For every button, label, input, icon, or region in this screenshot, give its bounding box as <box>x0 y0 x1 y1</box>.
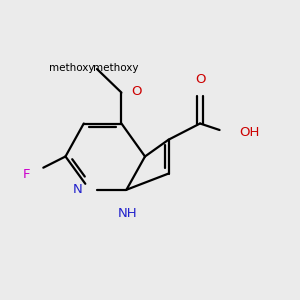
Text: O: O <box>131 85 141 98</box>
Text: F: F <box>22 168 30 181</box>
Text: methoxy: methoxy <box>93 63 139 74</box>
Text: O: O <box>195 73 206 86</box>
Text: N: N <box>73 183 82 196</box>
Text: OH: OH <box>239 126 260 139</box>
Text: methoxy: methoxy <box>49 63 94 73</box>
Text: NH: NH <box>118 207 137 220</box>
